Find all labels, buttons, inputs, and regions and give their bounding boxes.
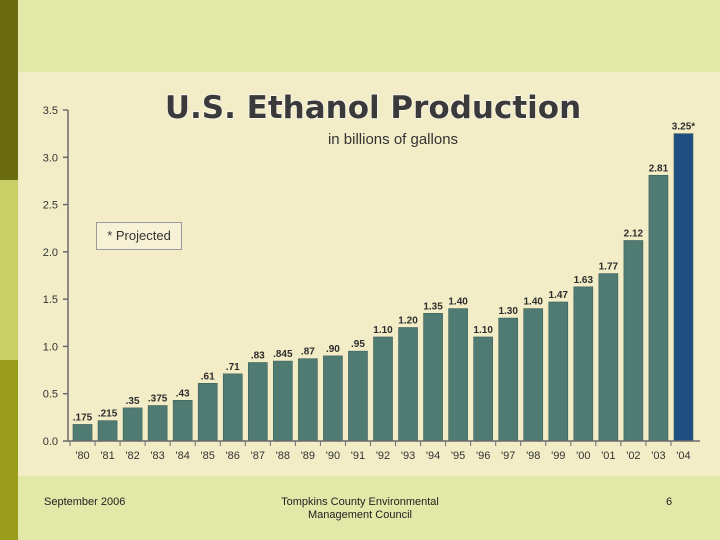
x-tick-label: '00 [576, 450, 590, 462]
bar-81 [97, 420, 118, 442]
x-tick-label: '98 [526, 450, 540, 462]
x-tick-label: '83 [150, 450, 164, 462]
bar-92 [373, 336, 393, 442]
y-tick-label: 2.5 [43, 200, 58, 212]
bar-89 [298, 358, 318, 442]
x-tick-label: '88 [276, 450, 290, 462]
value-label: 1.30 [498, 306, 518, 317]
value-label: 2.81 [649, 163, 669, 174]
value-label: 1.63 [574, 275, 594, 286]
x-tick-label: '85 [201, 450, 215, 462]
bar-83 [147, 405, 168, 442]
bar-97 [498, 317, 519, 442]
projected-legend: * Projected [96, 222, 182, 250]
bar-82 [122, 407, 143, 442]
value-label: 1.10 [373, 325, 393, 336]
bar-90 [323, 355, 343, 442]
y-tick-label: 3.5 [43, 105, 58, 117]
bar-96 [473, 336, 493, 442]
chart-subtitle: in billions of gallons [328, 131, 458, 148]
value-label: .61 [201, 371, 215, 382]
page-number: 6 [666, 496, 673, 508]
y-tick-label: 1.0 [43, 341, 58, 353]
value-label: 1.47 [549, 290, 569, 301]
chart-panel: 0.0 0.5 1.0 1.5 2.0 2.5 3.0 3.5 .175 .215 .35 .375… [18, 72, 720, 476]
bar-04 [673, 133, 694, 442]
left-stripe-light [0, 180, 18, 360]
y-tick-label: 3.0 [43, 152, 58, 164]
value-label: .87 [301, 347, 315, 358]
bar-03 [648, 174, 669, 442]
x-tick-label: '94 [426, 450, 440, 462]
x-tick-label: '91 [351, 450, 365, 462]
x-tick-label: '01 [601, 450, 615, 462]
value-label: .375 [148, 394, 168, 405]
bar-87 [247, 362, 268, 442]
value-label: .83 [251, 351, 265, 362]
x-tick-label: '97 [501, 450, 515, 462]
y-tick-label: 0.0 [43, 436, 58, 448]
x-tick-label: '95 [451, 450, 465, 462]
value-label: 3.25* [672, 122, 695, 133]
value-label: .71 [226, 362, 240, 373]
chart-title: U.S. Ethanol Production [165, 90, 581, 126]
x-tick-label: '99 [551, 450, 565, 462]
x-tick-label: '02 [626, 450, 640, 462]
x-tick-label: '84 [176, 450, 190, 462]
bar-93 [398, 327, 418, 442]
value-label: .215 [98, 409, 118, 420]
x-tick-label: '80 [75, 450, 89, 462]
x-tick-label: '92 [376, 450, 390, 462]
left-stripe-dark [0, 0, 18, 180]
x-tick-label: '82 [125, 450, 139, 462]
value-label: 1.77 [599, 262, 619, 273]
value-label: .845 [273, 349, 293, 360]
value-label: 1.20 [398, 316, 418, 327]
value-label: 1.10 [473, 325, 493, 336]
y-tick-label: 1.5 [43, 294, 58, 306]
y-tick-label: 2.0 [43, 247, 58, 259]
x-tick-label: '93 [401, 450, 415, 462]
footer-org-line1: Tompkins County Environmental [281, 496, 439, 508]
value-label: .35 [126, 396, 140, 407]
bar-94 [423, 313, 443, 442]
bar-98 [523, 308, 544, 442]
bar-99 [548, 301, 569, 442]
x-tick-label: '96 [476, 450, 490, 462]
x-tick-label: '90 [326, 450, 340, 462]
bar-86 [222, 373, 243, 442]
bar-95 [448, 308, 468, 442]
value-label: .43 [176, 388, 190, 399]
ethanol-bar-chart: 0.0 0.5 1.0 1.5 2.0 2.5 3.0 3.5 .175 .215 .35 .375… [43, 89, 700, 462]
x-tick-label: '04 [676, 450, 690, 462]
x-tick-label: '89 [301, 450, 315, 462]
value-label: 1.40 [448, 297, 468, 308]
y-tick-label: 0.5 [43, 389, 58, 401]
footer-organization: Tompkins County Environmental Management… [250, 496, 470, 522]
footer-date: September 2006 [44, 496, 126, 508]
bar-88 [273, 360, 293, 442]
x-tick-label: '86 [226, 450, 240, 462]
x-tick-label: '03 [651, 450, 665, 462]
bar-84 [172, 400, 193, 442]
x-tick-label: '87 [251, 450, 265, 462]
value-label: 1.40 [524, 297, 544, 308]
bar-80 [72, 424, 93, 442]
left-stripe-olive [0, 360, 18, 540]
bar-01 [598, 273, 619, 442]
bar-85 [197, 383, 218, 442]
bar-91 [348, 350, 368, 442]
value-label: .175 [73, 412, 93, 423]
value-label: 1.35 [423, 301, 443, 312]
value-label: 2.12 [624, 229, 644, 240]
x-tick-label: '81 [100, 450, 114, 462]
value-label: .90 [326, 344, 340, 355]
footer-org-line2: Management Council [308, 509, 412, 521]
value-label: .95 [351, 339, 365, 350]
bar-02 [623, 240, 644, 442]
bar-00 [573, 286, 594, 442]
